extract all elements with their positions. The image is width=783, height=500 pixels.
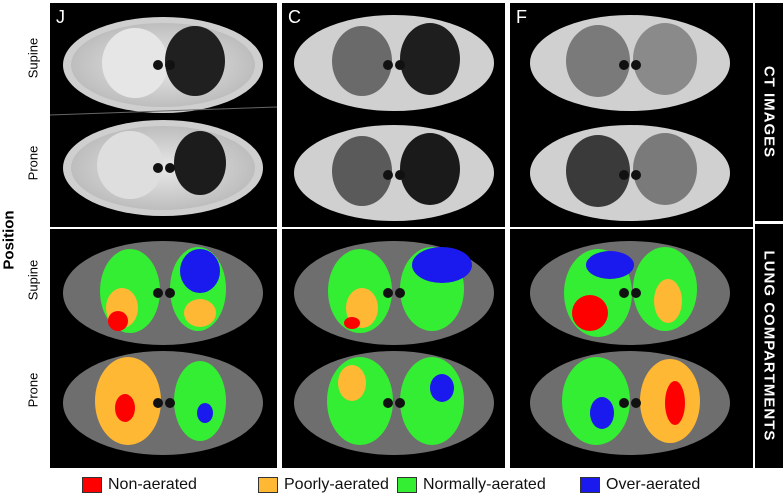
legend-swatch-over-aerated: [580, 477, 600, 493]
side-label-lung-compartments: LUNG COMPARTMENTS: [760, 250, 778, 442]
panel-c-image: [282, 15, 505, 455]
side-box-ct-images: CT IMAGES: [755, 3, 783, 221]
legend-label-normally-aerated: Normally-aerated: [423, 476, 546, 493]
legend-swatch-normally-aerated: [397, 477, 417, 493]
panel-f-image: [510, 15, 753, 455]
panel-j: J: [50, 3, 277, 468]
panel-c: C: [282, 3, 505, 468]
legend-label-over-aerated: Over-aerated: [606, 476, 701, 493]
panel-j-label: J: [56, 7, 65, 27]
panel-j-image: [50, 17, 277, 455]
position-axis-label: Position: [0, 210, 18, 270]
legend-swatch-poorly-aerated: [258, 477, 278, 493]
legend-swatch-non-aerated: [82, 477, 102, 493]
legend-item-poorly-aerated: Poorly-aerated: [258, 476, 389, 494]
side-label-ct-images: CT IMAGES: [760, 65, 778, 159]
row-label-ct-prone: Prone: [25, 145, 41, 181]
legend-item-over-aerated: Over-aerated: [580, 476, 700, 494]
legend-item-non-aerated: Non-aerated: [82, 476, 197, 494]
panel-f: F: [510, 3, 753, 468]
panel-f-label: F: [516, 7, 527, 27]
legend-label-poorly-aerated: Poorly-aerated: [284, 476, 389, 493]
row-label-lc-prone: Prone: [25, 372, 41, 408]
side-box-lung-compartments: LUNG COMPARTMENTS: [755, 224, 783, 468]
row-label-ct-supine: Supine: [25, 37, 41, 79]
row-label-lc-supine: Supine: [25, 259, 41, 301]
panel-c-label: C: [288, 7, 301, 27]
legend-item-normally-aerated: Normally-aerated: [397, 476, 546, 494]
legend-label-non-aerated: Non-aerated: [108, 476, 197, 493]
